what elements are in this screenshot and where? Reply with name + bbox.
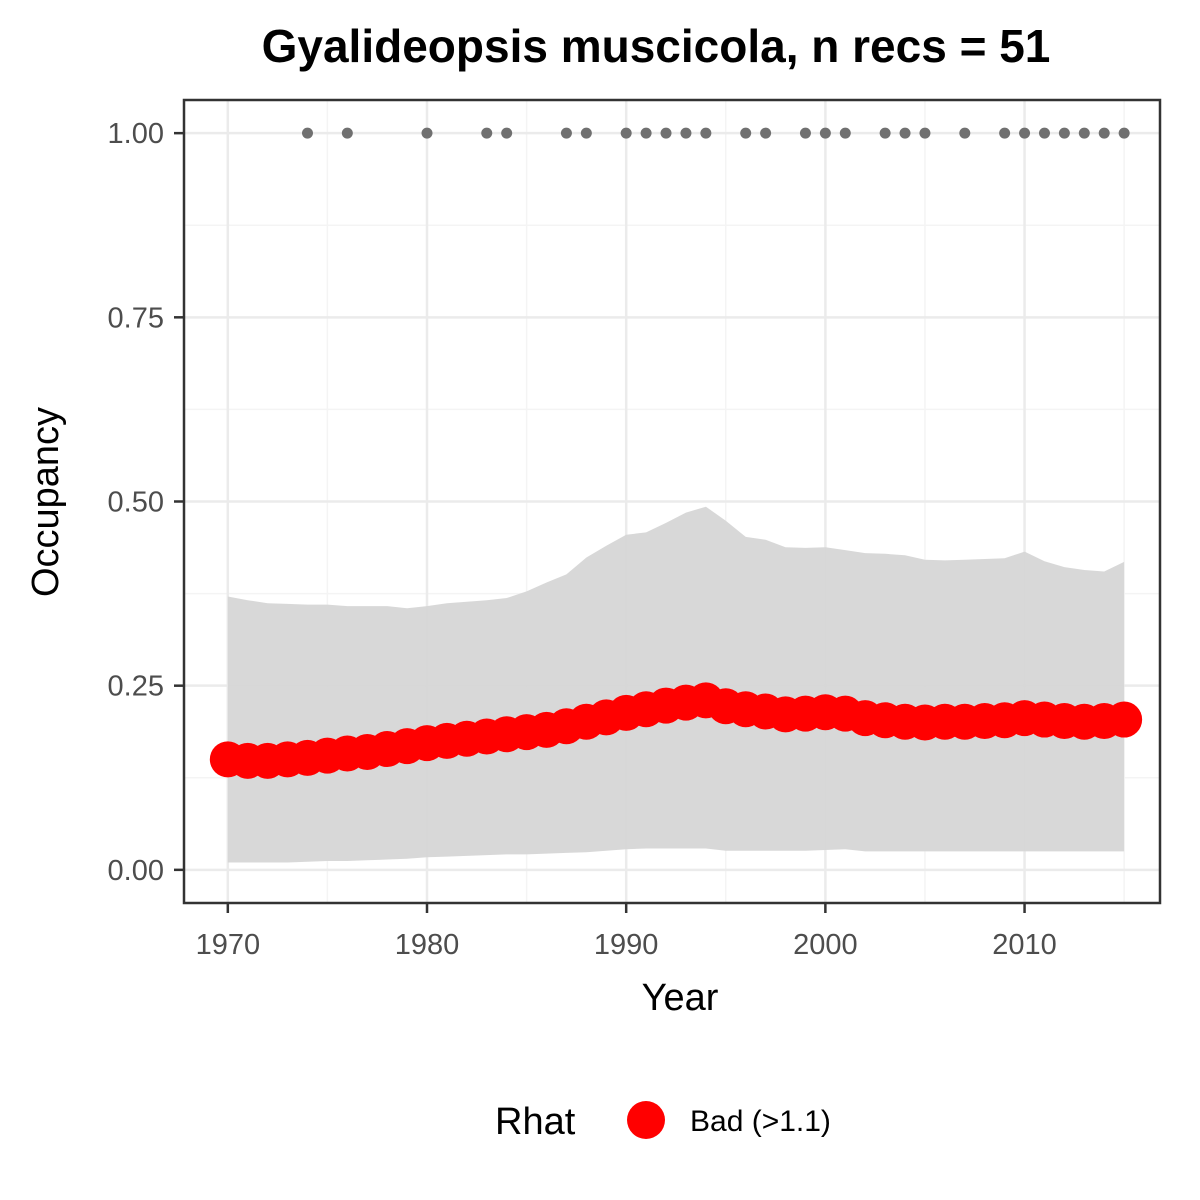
record-point <box>819 127 831 139</box>
record-point <box>680 127 692 139</box>
record-point <box>1058 127 1070 139</box>
legend-label-bad-rhat: Bad (>1.1) <box>690 1105 831 1138</box>
legend-key-bad-rhat <box>627 1101 665 1139</box>
record-point <box>839 127 851 139</box>
record-point <box>740 127 752 139</box>
record-point <box>1038 127 1050 139</box>
y-tick-label: 0.25 <box>108 671 164 703</box>
record-point <box>1118 127 1130 139</box>
record-point <box>301 127 313 139</box>
record-point <box>999 127 1011 139</box>
record-point <box>501 127 513 139</box>
record-point <box>341 127 353 139</box>
record-point <box>620 127 632 139</box>
record-point <box>1078 127 1090 139</box>
x-axis-title: Year <box>642 977 719 1019</box>
y-tick-label: 0.00 <box>108 855 164 887</box>
y-axis-title: Occupancy <box>25 407 67 597</box>
record-point <box>760 127 772 139</box>
record-point <box>899 127 911 139</box>
occupancy-estimate-point <box>1106 701 1143 738</box>
record-point <box>580 127 592 139</box>
x-tick-label: 2000 <box>793 929 858 961</box>
record-point <box>421 127 433 139</box>
y-tick-label: 0.75 <box>108 302 164 334</box>
x-tick-label: 2010 <box>992 929 1057 961</box>
plot-area: 0.00 0.25 0.50 0.75 1.00 1970 1980 1990 2000 2010 <box>108 98 1162 961</box>
record-point <box>481 127 493 139</box>
y-tick-label: 1.00 <box>108 118 164 150</box>
record-point <box>700 127 712 139</box>
credible-interval-ribbon <box>227 506 1125 863</box>
chart-title: Gyalideopsis muscicola, n recs = 51 <box>262 20 1051 72</box>
y-tick-label: 0.50 <box>108 487 164 519</box>
record-point <box>959 127 971 139</box>
record-point <box>1019 127 1031 139</box>
record-point <box>799 127 811 139</box>
x-tick-label: 1980 <box>395 929 460 961</box>
record-point <box>660 127 672 139</box>
x-tick-label: 1990 <box>594 929 659 961</box>
record-point <box>1098 127 1110 139</box>
x-tick-label: 1970 <box>196 929 261 961</box>
legend-title: Rhat <box>495 1101 576 1143</box>
record-point <box>879 127 891 139</box>
record-point <box>560 127 572 139</box>
record-point <box>640 127 652 139</box>
record-point <box>919 127 931 139</box>
